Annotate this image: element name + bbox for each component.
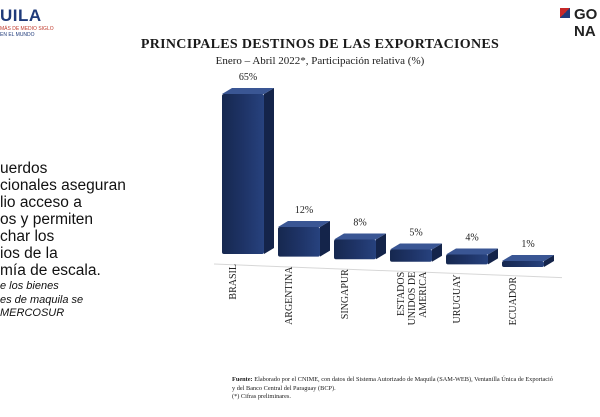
bar-front-face (222, 94, 264, 254)
flag-icon (560, 8, 570, 18)
bar-side-face (320, 221, 330, 257)
bar-front-face (390, 249, 432, 262)
bar-top-face (502, 255, 554, 261)
bar-uruguay (446, 248, 498, 265)
source-text: Elaborado por el CNIME, con datos del Si… (254, 376, 553, 383)
logo-wordmark: UILA (0, 6, 42, 25)
data-label: 1% (521, 239, 534, 250)
category-label: BRASIL (228, 264, 239, 300)
side-text-line: mía de escala. (0, 262, 101, 279)
bar-front-face (278, 227, 320, 257)
data-label: 65% (239, 72, 257, 83)
side-text-line: cionales aseguran (0, 177, 126, 194)
category-label: ESTADOSUNIDOS DEAMERICA (396, 271, 429, 325)
bar-front-face (446, 254, 488, 265)
source-line-2: y del Banco Central del Paraguay (BCP). (232, 384, 336, 392)
bar-side-face (264, 88, 274, 254)
bar-top-face (334, 233, 386, 240)
gov-logo-line-2: NA (574, 23, 596, 40)
bar-side-face (432, 243, 442, 262)
side-text-line: uerdos (0, 160, 48, 177)
side-text-line: ios de la (0, 245, 58, 262)
bar-argentina (278, 221, 330, 257)
data-label: 12% (295, 205, 313, 216)
bar-top-face (278, 221, 330, 228)
category-label: URUGUAY (452, 274, 463, 323)
bar-side-face (544, 255, 554, 267)
footnote: (*) Cifras preliminares. (232, 393, 291, 400)
bar-top-face (390, 243, 442, 250)
bar-top-face (222, 88, 274, 94)
source-note: Fuente: Elaborado por el CNIME, con dato… (232, 376, 600, 402)
gov-logo-line-1: GO (574, 6, 598, 23)
category-label: ECUADOR (508, 277, 519, 326)
side-text-line: os y permiten (0, 211, 94, 228)
category-label: SINGAPUR (340, 269, 351, 319)
source-line-1: Fuente: Elaborado por el CNIME, con dato… (232, 376, 600, 385)
side-text-line: char los (0, 228, 55, 245)
bar-top-face (446, 248, 498, 255)
data-label: 8% (353, 218, 366, 229)
data-label: 4% (465, 233, 478, 244)
data-label: 5% (409, 227, 422, 238)
bar-ecuador (502, 255, 554, 267)
logo-tagline-2: EN EL MUNDO (0, 32, 35, 38)
bar-side-face (376, 233, 386, 260)
bar-side-face (488, 248, 498, 265)
side-text: uerdos cionales aseguran lio acceso a os… (0, 160, 150, 321)
side-text-line: lio acceso a (0, 194, 82, 211)
side-note-line: MERCOSUR (0, 307, 65, 319)
maquila-logo: UILA MÁS DE MEDIO SIGLO EN EL MUNDO (0, 6, 60, 40)
bar-front-face (334, 239, 376, 260)
bar-singapur (334, 233, 386, 260)
bar-estados-unidos-de-america (390, 243, 442, 262)
logo-tagline-1: MÁS DE MEDIO SIGLO (0, 26, 54, 32)
category-label: ARGENTINA (284, 266, 295, 325)
bar-brasil (222, 88, 274, 254)
bar-front-face (502, 261, 544, 267)
source-label: Fuente: (232, 376, 253, 383)
chart-floor-line (213, 263, 563, 279)
side-note-line: e los bienes (0, 280, 59, 292)
chart-title: PRINCIPALES DESTINOS DE LAS EXPORTACIONE… (140, 37, 500, 52)
government-logo: GO NA (560, 6, 600, 42)
side-note-line: es de maquila se (0, 293, 84, 306)
chart-subtitle: Enero – Abril 2022*, Participación relat… (215, 55, 425, 67)
